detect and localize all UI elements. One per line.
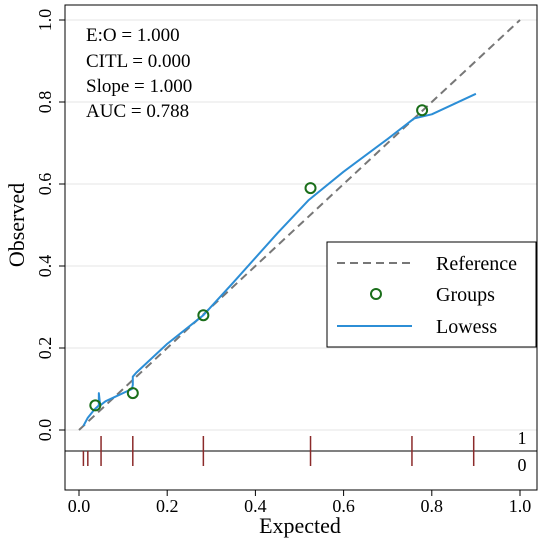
y-axis-title: Observed [4,183,29,267]
group-point [126,387,139,400]
stat-citl: CITL = 0.000 [86,51,190,72]
stat-eo: E:O = 1.000 [86,25,180,46]
axis-ticks: 0.0 0.2 0.4 0.6 0.8 1.0 0.0 0.2 0.4 0.6 0.8 1.0 [35,9,531,516]
group-point [89,399,102,412]
x-tick-label: 0.4 [244,496,267,516]
y-tick-label: 0.8 [35,91,55,114]
x-tick-label: 0.2 [156,496,179,516]
fit-statistics: E:O = 1.000 CITL = 0.000 Slope = 1.000 A… [86,25,192,122]
legend-groups-label: Groups [436,284,495,306]
legend-reference-label: Reference [436,253,517,275]
x-tick-label: 0.0 [68,496,91,516]
series-layer [78,19,521,431]
y-tick-label: 0.2 [35,337,55,360]
group-point [416,104,429,117]
reference-line [78,19,521,431]
legend-groups-swatch [370,288,382,300]
y-tick-label: 0.0 [35,419,55,442]
rug-label-nonevent: 0 [518,455,527,475]
rug-label-event: 1 [518,428,527,448]
group-point [304,182,317,195]
legend: Reference Groups Lowess [326,241,537,348]
y-tick-label: 1.0 [35,9,55,32]
x-axis-title: Expected [259,513,341,538]
y-tick-label: 0.6 [35,173,55,196]
plot-frame [64,4,538,491]
x-tick-label: 0.8 [421,496,444,516]
x-tick-label: 1.0 [509,496,532,516]
grid-lines [65,19,537,431]
stat-slope: Slope = 1.000 [86,76,192,97]
y-tick-label: 0.4 [35,255,55,278]
plot-border [64,4,538,491]
rug-plot: 10 [65,428,537,475]
group-point [197,309,210,322]
legend-box [326,241,537,348]
x-tick-label: 0.6 [332,496,355,516]
lowess-line [82,92,477,427]
legend-lowess-label: Lowess [436,316,497,338]
stat-auc: AUC = 0.788 [86,101,189,122]
